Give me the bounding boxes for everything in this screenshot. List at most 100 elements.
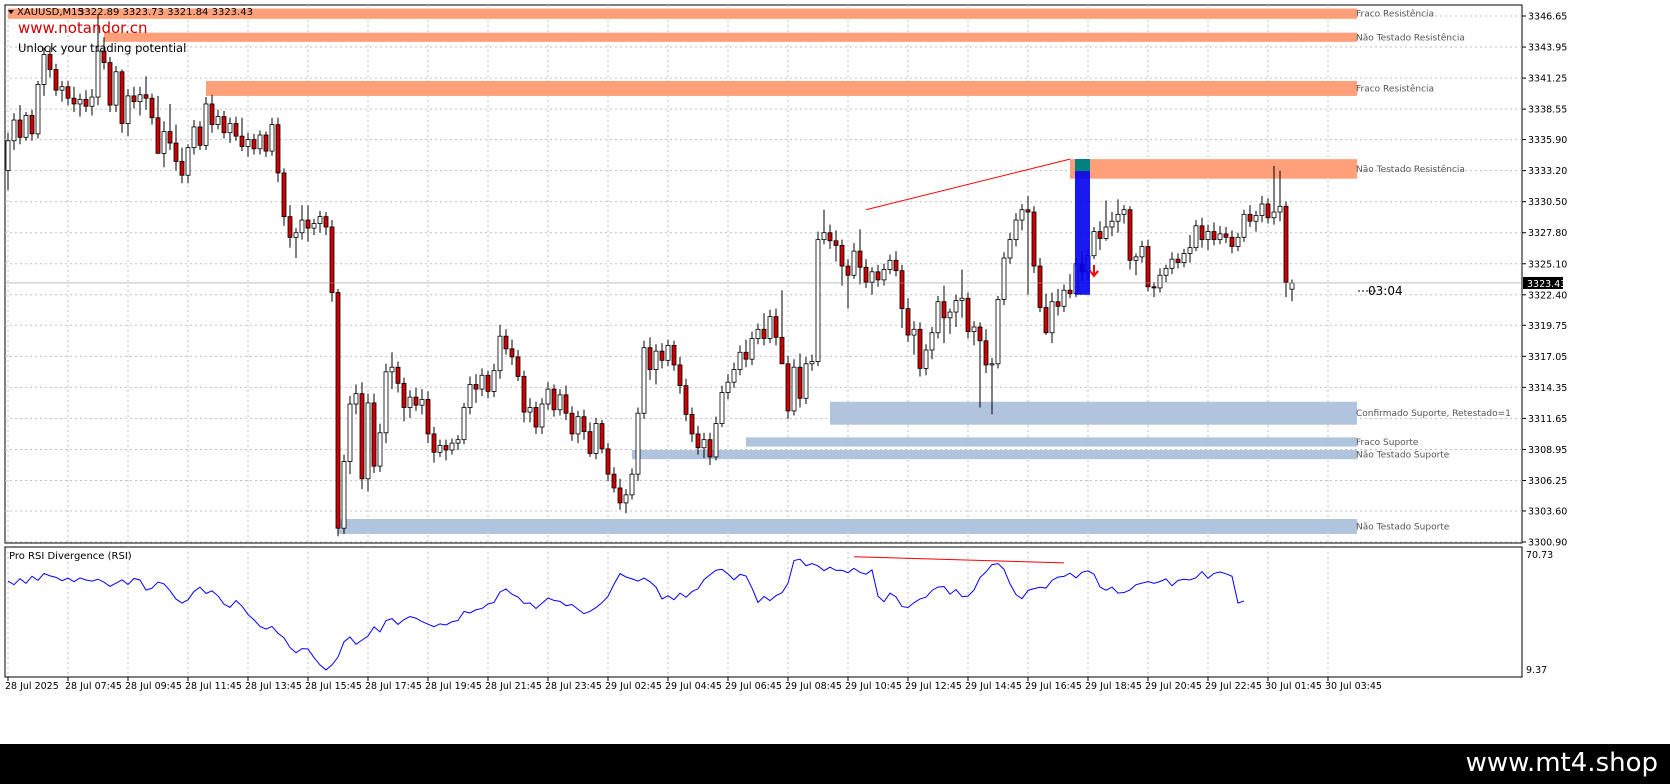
bull-candle [575, 416, 581, 435]
zone-label: Fraco Resistência [1356, 83, 1434, 94]
x-tick-label: 29 Jul 08:45 [785, 681, 842, 692]
x-tick-label: 30 Jul 03:45 [1325, 681, 1382, 692]
bear-candle [1283, 205, 1289, 283]
bull-candle [467, 384, 473, 408]
bear-candle [71, 97, 77, 105]
y-tick-label: 3330.50 [1528, 197, 1567, 208]
bear-candle [605, 448, 611, 475]
bull-candle [539, 403, 545, 428]
y-tick-label: 3325.10 [1528, 259, 1567, 270]
bear-candle [1037, 265, 1043, 308]
bear-candle [509, 348, 515, 358]
bear-candle [167, 131, 173, 144]
bull-candle [725, 381, 731, 393]
bear-candle [599, 423, 605, 450]
zone-label: Confirmado Suporte, Retestado=1 [1356, 409, 1511, 419]
bear-candle [275, 124, 281, 174]
support-zone [746, 437, 1357, 447]
bull-candle [1049, 301, 1055, 334]
bear-candle [647, 347, 653, 370]
bull-candle [731, 369, 737, 383]
y-tick-label: 3314.35 [1528, 383, 1567, 394]
bear-candle [197, 126, 203, 146]
bear-candle [581, 416, 587, 433]
y-tick-label: 3300.90 [1528, 538, 1567, 549]
rsi-panel[interactable] [4, 546, 1523, 678]
brand-watermark: www.notandor.cn [18, 19, 147, 37]
bull-candle [1109, 220, 1115, 228]
bull-candle [713, 423, 719, 458]
x-tick-label: 28 Jul 13:45 [245, 681, 302, 692]
resistance-zone [104, 32, 1357, 42]
bull-candle [1235, 236, 1241, 247]
bull-candle [341, 461, 347, 529]
bear-candle [371, 402, 377, 467]
bear-candle [677, 364, 683, 387]
bull-candle [89, 96, 95, 107]
bear-candle [563, 394, 569, 414]
bull-candle [803, 363, 809, 399]
bear-candle [743, 351, 749, 360]
candlestick-chart[interactable]: Fraco Resistência Não Testado Resistência… [0, 0, 1670, 744]
bull-candle [1121, 209, 1127, 215]
bear-candle [263, 134, 269, 152]
bull-candle [365, 402, 371, 480]
x-tick-label: 29 Jul 04:45 [665, 681, 722, 692]
time-axis[interactable]: 28 Jul 2025 28 Jul 07:45 28 Jul 09:45 28 Ju… [5, 677, 1382, 692]
bear-candle [917, 328, 923, 369]
bull-candle [1277, 205, 1283, 213]
bear-candle [17, 119, 23, 138]
bull-candle [191, 126, 197, 149]
bull-candle [809, 361, 815, 365]
bear-candle [359, 393, 365, 480]
bear-candle [785, 363, 791, 412]
bull-candle [383, 371, 389, 434]
y-tick-label: 3341.25 [1528, 74, 1567, 85]
bear-candle [1223, 233, 1229, 238]
last-price-badge [1523, 276, 1563, 289]
bull-candle [299, 219, 305, 234]
bear-candle [65, 86, 71, 99]
bull-candle [293, 232, 299, 238]
bull-candle [1241, 213, 1247, 238]
bear-candle [659, 350, 665, 361]
support-zone [632, 450, 1357, 460]
bear-candle [899, 270, 905, 310]
price-axis[interactable]: 3346.65 3343.95 3341.25 3338.55 3335.90 3333.… [1522, 12, 1567, 549]
y-tick-label: 3311.65 [1528, 414, 1567, 425]
support-resistance-zones: Fraco Resistência Não Testado Resistência… [8, 8, 1511, 534]
bear-candle [209, 103, 215, 126]
bear-candle [221, 116, 227, 134]
bear-candle [857, 250, 863, 268]
bull-candle [437, 445, 443, 453]
bear-candle [131, 95, 137, 103]
bear-candle [1145, 246, 1151, 288]
bear-candle [107, 62, 113, 106]
bull-candle [95, 50, 101, 98]
bear-candle [1229, 236, 1235, 247]
bull-candle [1103, 226, 1109, 239]
x-tick-label: 28 Jul 15:45 [305, 681, 362, 692]
x-tick-label: 28 Jul 19:45 [425, 681, 482, 692]
bull-candle [593, 423, 599, 454]
bull-candle [269, 124, 275, 152]
bull-candle [77, 98, 83, 105]
bull-candle [923, 349, 929, 369]
bull-candle [953, 300, 959, 313]
bear-candle [905, 308, 911, 336]
bull-candle [995, 299, 1001, 365]
bear-candle [1043, 307, 1049, 334]
zone-label: Fraco Suporte [1356, 438, 1419, 448]
bull-candle [653, 350, 659, 370]
bull-candle [887, 259, 893, 270]
bull-candle [1217, 233, 1223, 241]
bear-candle [797, 366, 803, 399]
bear-candle [587, 431, 593, 454]
bear-candle [683, 385, 689, 415]
bear-candle [833, 240, 839, 246]
bear-candle [1055, 301, 1061, 307]
bear-candle [1247, 213, 1253, 222]
bear-candle [143, 94, 149, 99]
footer-bar: www.mt4.shop [0, 744, 1670, 784]
symbol-dropdown-icon[interactable] [8, 10, 14, 14]
